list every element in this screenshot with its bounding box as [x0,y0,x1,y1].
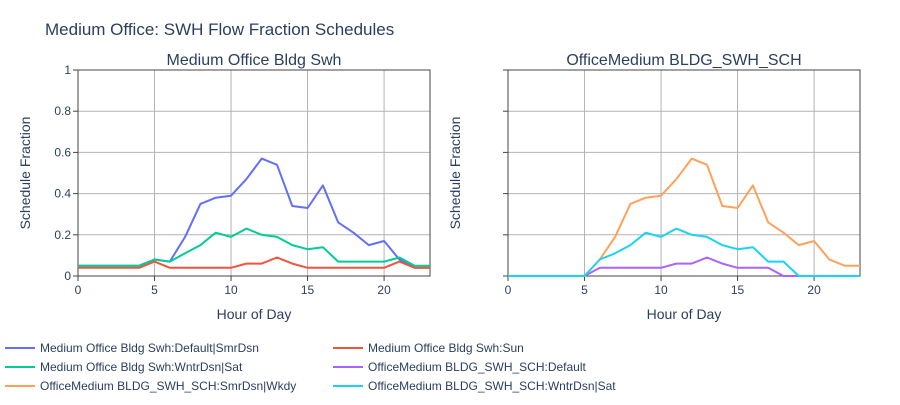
plot-frame [507,69,861,277]
legend-item[interactable]: OfficeMedium BLDG_SWH_SCH:SmrDsn|Wkdy [5,376,296,396]
x-tick-label: 15 [301,283,315,297]
legend-label: OfficeMedium BLDG_SWH_SCH:SmrDsn|Wkdy [40,379,297,393]
series-line-2 [508,157,860,277]
x-tick-label: 10 [654,283,668,297]
y-tick-label: 0.6 [54,145,71,159]
subplot-title: Medium Office Bldg Swh [167,52,342,69]
y-tick-label: 0.8 [54,104,71,118]
y-axis-title: Schedule Fraction [17,117,33,230]
x-tick-label: 10 [224,283,238,297]
y-tick-label: 1 [64,63,71,77]
chart-panel-1: 0 5 10 15 20 0 0.2 0.4 0.6 0.8 1 Medium Office Bldg… [17,52,431,322]
legend-item[interactable]: Medium Office Bldg Swh:Sun [333,338,524,358]
y-axis-title: Schedule Fraction [447,117,463,230]
series-line-1 [78,157,430,269]
legend-swatch [5,347,35,349]
x-tick-label: 15 [731,283,745,297]
legend-item[interactable]: OfficeMedium BLDG_SWH_SCH:WntrDsn|Sat [333,376,616,396]
legend-label: Medium Office Bldg Swh:WntrDsn|Sat [40,360,243,374]
legend-swatch [333,366,363,368]
legend-item[interactable]: Medium Office Bldg Swh:WntrDsn|Sat [5,357,242,377]
legend-label: Medium Office Bldg Swh:Default|SmrDsn [40,341,259,355]
y-tick-label: 0.4 [54,187,71,201]
legend-label: OfficeMedium BLDG_SWH_SCH:WntrDsn|Sat [368,379,616,393]
x-axis-title: Hour of Day [647,306,722,322]
x-tick-label: 5 [151,283,158,297]
legend-swatch [333,347,363,349]
plot-frame [77,69,431,277]
series-line-3 [78,227,430,267]
x-tick-label: 0 [75,283,82,297]
legend-swatch [333,385,363,387]
chart-panel-2: 0 5 10 15 20 OfficeMedium BLDG_SWH_SCH Hour of… [447,52,861,322]
y-tick-label: 0 [64,269,71,283]
x-axis-title: Hour of Day [217,306,292,322]
legend-swatch [5,385,35,387]
x-tick-label: 20 [807,283,821,297]
legend-item[interactable]: OfficeMedium BLDG_SWH_SCH:Default [333,357,586,377]
subplot-title: OfficeMedium BLDG_SWH_SCH [566,52,801,69]
series-line-1 [508,256,860,277]
legend-label: Medium Office Bldg Swh:Sun [368,341,524,355]
x-tick-label: 5 [581,283,588,297]
legend-swatch [5,366,35,368]
figure-title: Medium Office: SWH Flow Fraction Schedul… [45,20,394,39]
series-line-2 [78,256,430,269]
x-tick-label: 0 [505,283,512,297]
y-tick-label: 0.2 [54,228,71,242]
x-tick-label: 20 [377,283,391,297]
legend-label: OfficeMedium BLDG_SWH_SCH:Default [368,360,586,374]
legend-item[interactable]: Medium Office Bldg Swh:Default|SmrDsn [5,338,259,358]
series-line-3 [508,227,860,277]
